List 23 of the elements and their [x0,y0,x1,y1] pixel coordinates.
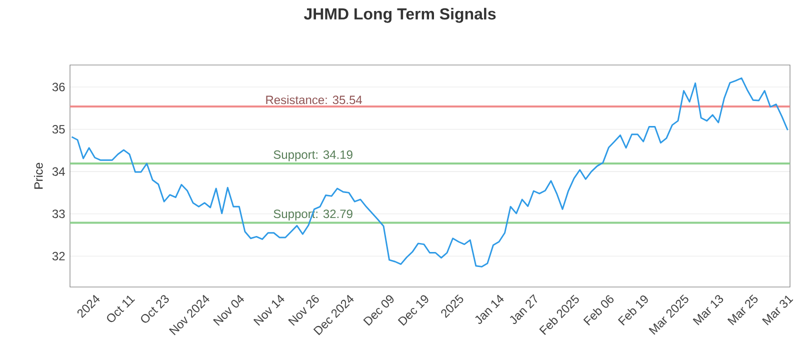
ref-line-label: Resistance: 35.54 [266,95,362,104]
y-tick-label: 35 [52,125,65,134]
y-tick-label: 32 [52,252,65,260]
x-tick-label: Oct 23 [141,295,169,323]
y-axis-title: Price [34,162,43,189]
x-tick-label: Jan 14 [475,294,504,324]
chart-title: JHMD Long Term Signals [304,8,496,23]
y-tick-label: 33 [52,210,65,218]
x-tick-label: Dec 09 [363,295,394,326]
x-tick-label: Nov 26 [288,295,319,326]
x-tick-label: Feb 19 [618,295,648,326]
x-tick-label: Mar 13 [692,295,724,326]
ref-line-label: Support: 34.19 [274,150,352,162]
x-tick-label: Oct 11 [107,296,135,322]
x-tick-label: Nov 04 [213,294,244,326]
x-tick-label: Mar 25 [727,294,758,326]
x-tick-label: Nov 14 [253,294,284,326]
x-tick-label: Mar 31 [762,296,794,326]
y-tick-label: 34 [52,167,65,176]
x-tick-label: Feb 06 [583,295,614,326]
y-tick-label: 36 [52,82,65,92]
x-tick-label: Jan 27 [510,294,538,324]
x-tick-label: Dec 19 [398,295,428,326]
